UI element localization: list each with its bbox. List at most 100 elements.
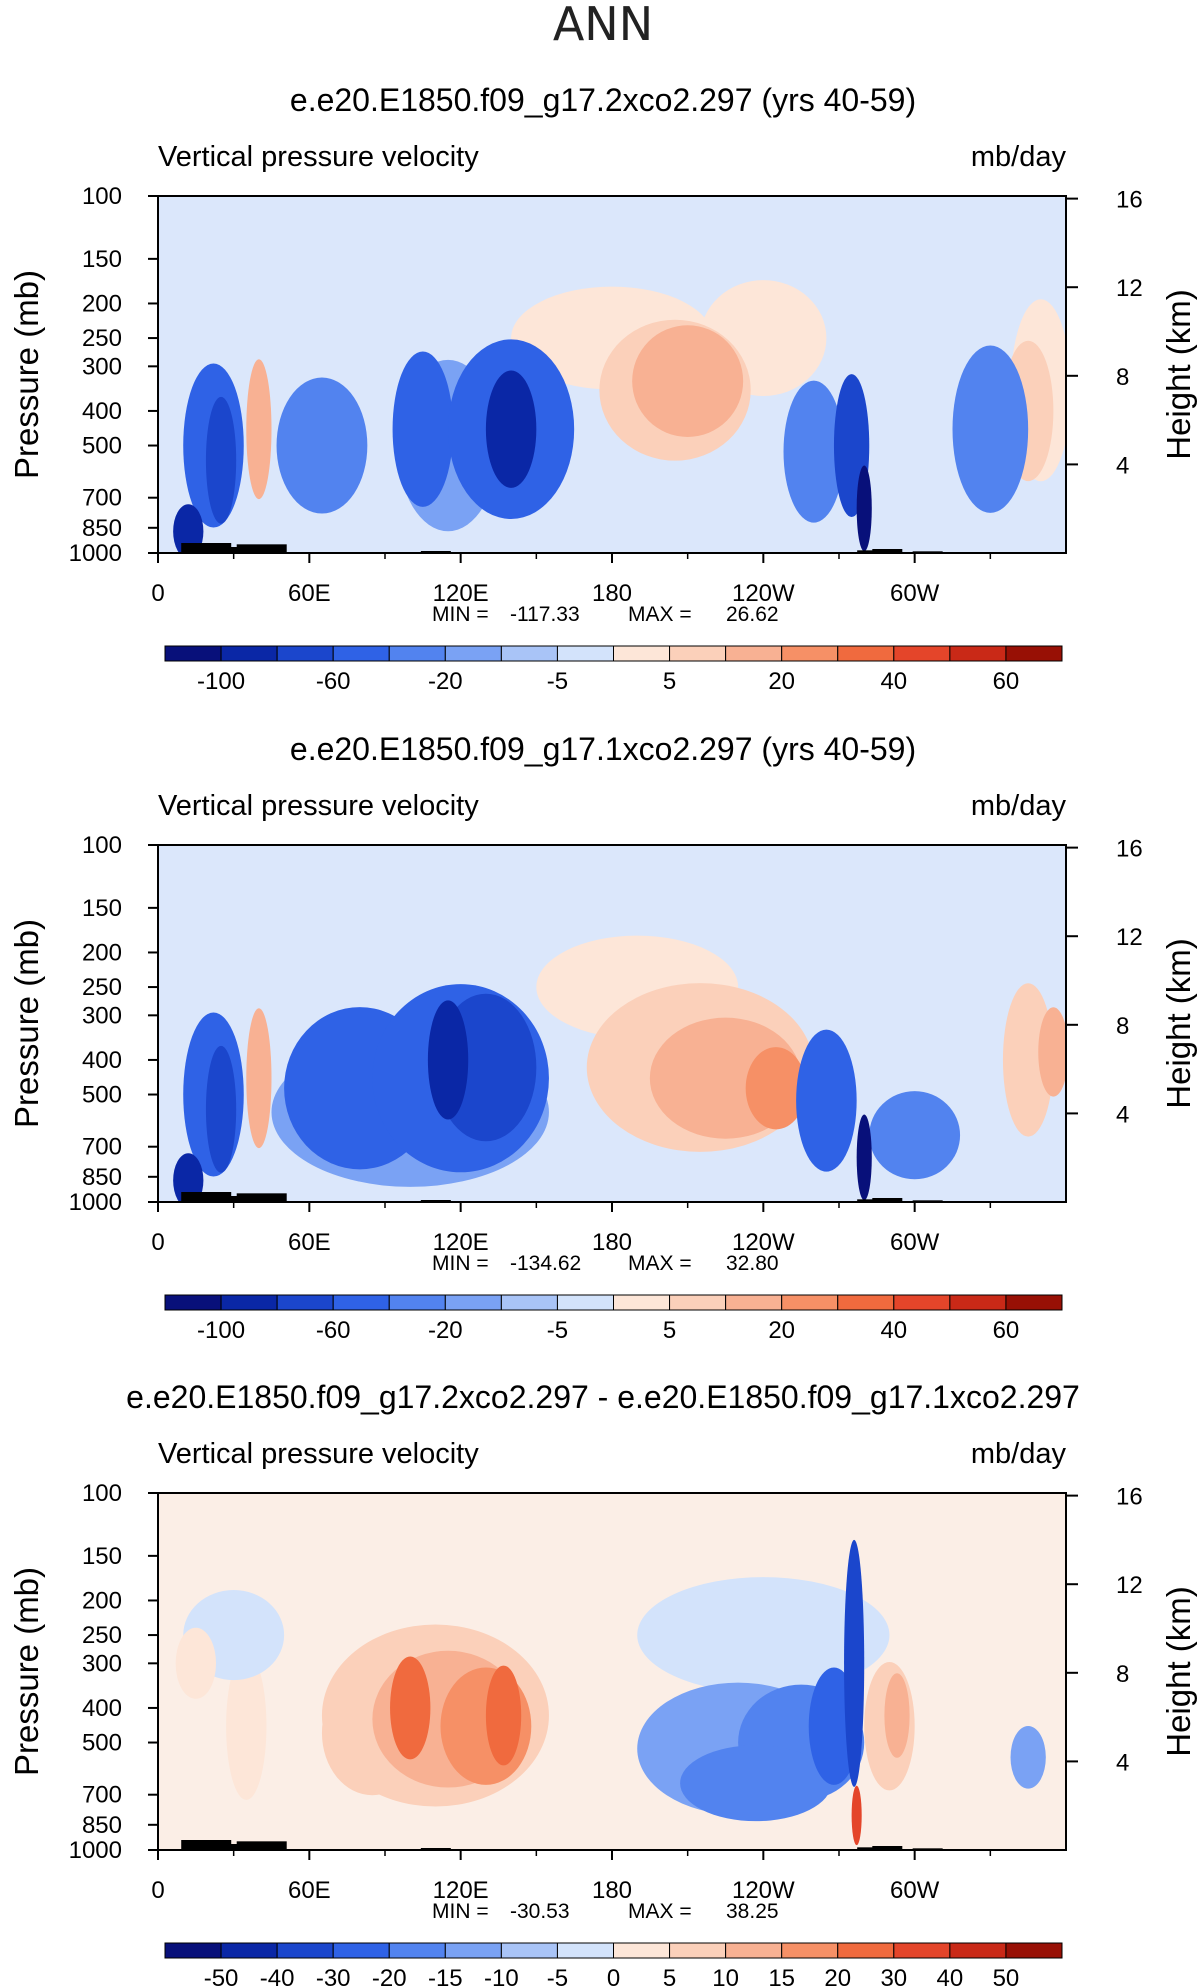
x-tick-label: 120E <box>433 1877 489 1904</box>
contour-region <box>173 504 204 553</box>
y-tick-label: 200 <box>82 290 122 317</box>
y-right-tick-label: 12 <box>1116 1572 1143 1599</box>
x-tick-label: 0 <box>151 1877 164 1904</box>
y-tick-label: 150 <box>82 895 122 922</box>
x-tick-label: 60E <box>288 1229 331 1256</box>
chart-title: e.e20.E1850.f09_g17.2xco2.297 (yrs 40-59… <box>290 82 916 118</box>
y-tick-label: 250 <box>82 325 122 352</box>
colorbar-label: 20 <box>824 1965 851 1987</box>
x-tick-label: 120W <box>732 1229 795 1256</box>
colorbar-box <box>220 645 278 662</box>
colorbar-box <box>949 1294 1007 1311</box>
y-right-tick-label: 8 <box>1116 1661 1129 1688</box>
y-tick-label: 100 <box>82 832 122 859</box>
colorbar-box <box>837 1942 895 1959</box>
colorbar-label: -60 <box>316 1317 351 1344</box>
stat-max-value: 38.25 <box>726 1900 779 1923</box>
contour-region <box>175 1627 217 1699</box>
colorbar-label: 0 <box>607 1965 620 1987</box>
topography-mask <box>181 1840 232 1850</box>
colorbar-box <box>388 645 446 662</box>
colorbar-label: 40 <box>937 1965 964 1987</box>
contour-field <box>158 196 1066 553</box>
contour-region <box>226 1652 267 1800</box>
figure-suptitle: ANN <box>553 0 653 51</box>
topography-mask <box>211 547 262 553</box>
y-tick-label: 700 <box>82 1782 122 1809</box>
colorbar-box <box>220 1294 278 1311</box>
chart-title: e.e20.E1850.f09_g17.1xco2.297 (yrs 40-59… <box>290 731 916 767</box>
units-label: mb/day <box>971 790 1067 822</box>
variable-label: Vertical pressure velocity <box>158 1438 479 1470</box>
colorbar-label: 5 <box>663 1317 676 1344</box>
contour-region <box>844 1539 865 1787</box>
y-right-tick-label: 16 <box>1116 1484 1143 1511</box>
contour-region <box>485 1665 522 1766</box>
colorbar-label: -15 <box>428 1965 463 1987</box>
contour-region <box>796 1029 857 1172</box>
stat-min-value: -30.53 <box>510 1900 570 1923</box>
colorbar-label: -20 <box>428 668 463 695</box>
contour-region <box>680 1745 832 1822</box>
colorbar-box <box>556 1294 614 1311</box>
x-tick-label: 60E <box>288 580 331 607</box>
colorbar-box <box>781 645 839 662</box>
x-tick-label: 0 <box>151 580 164 607</box>
topography-mask <box>872 1198 903 1202</box>
colorbar-box <box>500 1294 558 1311</box>
chart-panel-1: e.e20.E1850.f09_g17.2xco2.297 (yrs 40-59… <box>8 82 1197 695</box>
chart-panel-3: e.e20.E1850.f09_g17.2xco2.297 - e.e20.E1… <box>8 1379 1197 1987</box>
y-tick-label: 400 <box>82 1695 122 1722</box>
stat-min-value: -134.62 <box>510 1252 581 1275</box>
colorbar-label: 5 <box>663 668 676 695</box>
colorbar-box <box>1005 645 1063 662</box>
colorbar-label: -5 <box>547 1317 568 1344</box>
stat-max-label: MAX = <box>628 1900 692 1923</box>
x-tick-label: 120W <box>732 580 795 607</box>
colorbar-box <box>388 1294 446 1311</box>
stat-max-label: MAX = <box>628 603 692 626</box>
chart-panel-2: e.e20.E1850.f09_g17.1xco2.297 (yrs 40-59… <box>8 731 1197 1344</box>
chart-title: e.e20.E1850.f09_g17.2xco2.297 - e.e20.E1… <box>126 1379 1080 1415</box>
variable-label: Vertical pressure velocity <box>158 790 479 822</box>
colorbar-box <box>725 1294 783 1311</box>
y-tick-label: 200 <box>82 1587 122 1614</box>
y-tick-label: 300 <box>82 353 122 380</box>
x-tick-label: 120W <box>732 1877 795 1904</box>
colorbar-box <box>949 1942 1007 1959</box>
y-right-axis-title: Height (km) <box>1160 1586 1197 1757</box>
colorbar-label: 50 <box>993 1965 1020 1987</box>
x-tick-label: 180 <box>592 1229 632 1256</box>
colorbar-box <box>837 1294 895 1311</box>
panels: e.e20.E1850.f09_g17.2xco2.297 (yrs 40-59… <box>8 82 1197 1987</box>
colorbar-label: -10 <box>484 1965 519 1987</box>
stat-min-label: MIN = <box>432 1252 489 1275</box>
contour-region <box>745 1047 807 1130</box>
y-tick-label: 1000 <box>69 1189 122 1216</box>
y-right-axis-title: Height (km) <box>1160 289 1197 460</box>
x-tick-label: 120E <box>433 1229 489 1256</box>
colorbar-box <box>1005 1942 1063 1959</box>
colorbar-box <box>332 645 390 662</box>
topography-mask <box>211 1844 262 1850</box>
colorbar-box <box>669 645 727 662</box>
colorbar-box <box>332 1294 390 1311</box>
colorbar-label: 10 <box>712 1965 739 1987</box>
colorbar-box <box>893 1294 951 1311</box>
x-tick-label: 60E <box>288 1877 331 1904</box>
colorbar-box <box>613 645 671 662</box>
stat-min-label: MIN = <box>432 1900 489 1923</box>
topography-mask <box>857 1847 888 1850</box>
contour-region <box>392 351 454 507</box>
x-tick-label: 60W <box>890 580 940 607</box>
colorbar-label: -30 <box>316 1965 351 1987</box>
contour-region <box>952 345 1029 513</box>
colorbar-box <box>444 1942 502 1959</box>
contour-region <box>276 377 368 514</box>
y-tick-label: 1000 <box>69 540 122 567</box>
y-right-tick-label: 16 <box>1116 836 1143 863</box>
topography-mask <box>181 543 232 553</box>
colorbar-label: -60 <box>316 668 351 695</box>
contour-region <box>783 380 845 523</box>
colorbar-box <box>220 1942 278 1959</box>
